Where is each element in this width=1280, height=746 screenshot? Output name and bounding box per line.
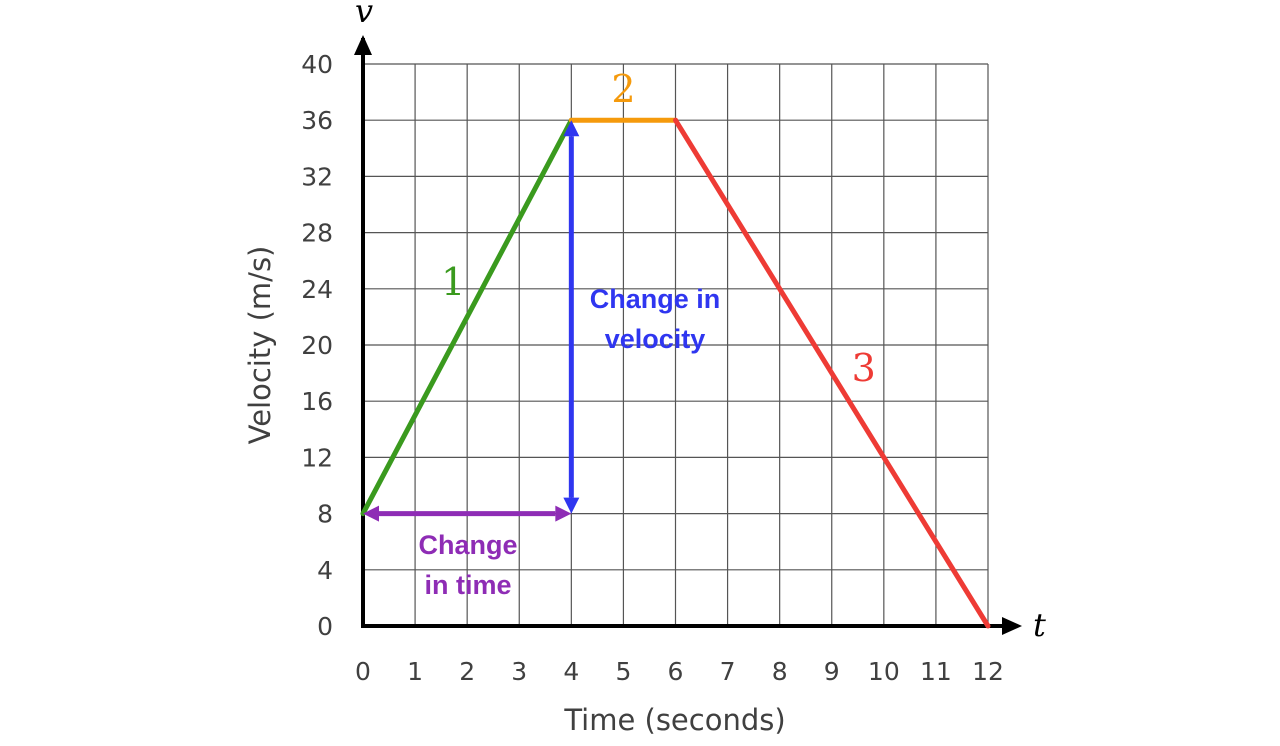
y-axis-title: Velocity (m/s): [243, 246, 277, 445]
y-tick-label: 36: [301, 106, 333, 135]
time-change-arrow-head: [555, 505, 572, 522]
x-tick-label: 12: [972, 657, 1004, 686]
time-change-label-line: Change: [418, 530, 517, 560]
time-change-arrow-tail: [363, 505, 379, 522]
x-tick-label: 9: [824, 657, 840, 686]
x-tick-label: 3: [511, 657, 527, 686]
x-axis-symbol: t: [1033, 606, 1046, 644]
grid: [363, 63, 989, 626]
velocity-change-label-line: Change in: [590, 284, 721, 314]
velocity-change-arrow-head: [563, 120, 580, 137]
x-tick-label: 7: [720, 657, 736, 686]
axes: v t Time (seconds) Velocity (m/s): [243, 0, 1046, 737]
x-tick-label: 4: [563, 657, 579, 686]
x-tick-label: 1: [407, 657, 423, 686]
y-tick-label: 40: [301, 50, 333, 79]
y-tick-label: 12: [301, 443, 333, 472]
y-tick-label: 24: [301, 275, 333, 304]
series-segments: 1 2 3: [360, 67, 991, 629]
x-tick-label: 2: [459, 657, 475, 686]
time-change-label-line: in time: [424, 570, 511, 600]
y-tick-label: 0: [317, 612, 333, 641]
annotations: Change in velocity Change in time: [363, 120, 720, 600]
y-tick-label: 28: [301, 219, 333, 248]
x-tick-label: 10: [868, 657, 900, 686]
segment-3-label: 3: [852, 346, 876, 390]
y-tick-label: 32: [301, 162, 333, 191]
velocity-change-arrow-tail: [563, 497, 580, 514]
x-tick-label: 8: [772, 657, 788, 686]
y-tick-label: 8: [317, 500, 333, 529]
y-axis-symbol: v: [355, 0, 373, 30]
x-tick-label: 11: [920, 657, 952, 686]
y-tick-label: 16: [301, 387, 333, 416]
x-tick-label: 0: [355, 657, 371, 686]
x-tick-label: 6: [668, 657, 684, 686]
x-axis-title: Time (seconds): [563, 703, 785, 737]
segment-1-line: [360, 117, 574, 517]
segment-3-line: [673, 117, 991, 629]
segment-2-label: 2: [611, 67, 635, 111]
y-tick-label: 4: [317, 556, 333, 585]
x-axis-arrowhead: [1002, 617, 1022, 635]
y-axis-arrowhead: [354, 35, 372, 55]
x-tick-label: 5: [615, 657, 631, 686]
segment-1-label: 1: [441, 260, 465, 304]
velocity-change-label-line: velocity: [605, 324, 706, 354]
y-tick-label: 20: [301, 331, 333, 360]
